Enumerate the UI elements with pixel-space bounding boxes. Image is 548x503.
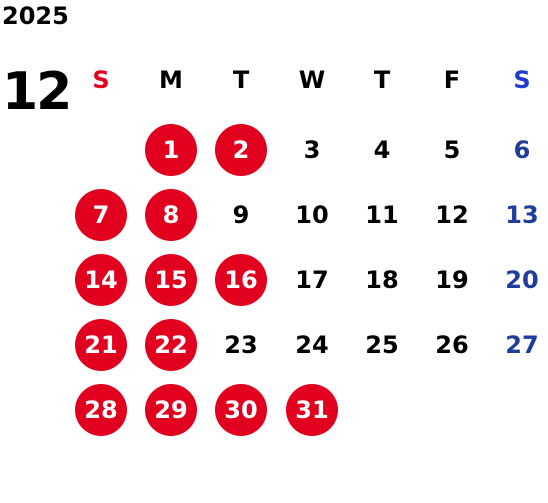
- day-cell-24[interactable]: 24: [295, 331, 329, 359]
- day-cell-18[interactable]: 18: [365, 266, 399, 294]
- day-cell-15[interactable]: 15: [145, 254, 197, 306]
- day-cell-28[interactable]: 28: [75, 384, 127, 436]
- day-cell-1[interactable]: 1: [145, 124, 197, 176]
- day-cell-14[interactable]: 14: [75, 254, 127, 306]
- day-cell-23[interactable]: 23: [224, 331, 258, 359]
- day-cell-29[interactable]: 29: [145, 384, 197, 436]
- weekday-tue: T: [232, 66, 250, 94]
- day-cell-22[interactable]: 22: [145, 319, 197, 371]
- weekday-sun: S: [92, 66, 110, 94]
- day-cell-19[interactable]: 19: [435, 266, 469, 294]
- day-cell-2[interactable]: 2: [215, 124, 267, 176]
- weekday-wed: W: [298, 66, 326, 94]
- day-cell-20[interactable]: 20: [505, 266, 539, 294]
- day-cell-10[interactable]: 10: [295, 201, 329, 229]
- day-cell-27[interactable]: 27: [505, 331, 539, 359]
- day-cell-4[interactable]: 4: [373, 136, 391, 164]
- year-label: 2025: [2, 2, 69, 30]
- weekday-sat: S: [513, 66, 531, 94]
- day-cell-16[interactable]: 16: [215, 254, 267, 306]
- day-cell-25[interactable]: 25: [365, 331, 399, 359]
- day-cell-12[interactable]: 12: [435, 201, 469, 229]
- day-cell-17[interactable]: 17: [295, 266, 329, 294]
- day-cell-11[interactable]: 11: [365, 201, 399, 229]
- weekday-thu: T: [373, 66, 391, 94]
- month-number: 12: [2, 62, 72, 122]
- day-cell-9[interactable]: 9: [232, 201, 250, 229]
- day-cell-3[interactable]: 3: [303, 136, 321, 164]
- day-cell-30[interactable]: 30: [215, 384, 267, 436]
- day-cell-31[interactable]: 31: [286, 384, 338, 436]
- day-cell-5[interactable]: 5: [443, 136, 461, 164]
- day-cell-7[interactable]: 7: [75, 189, 127, 241]
- day-cell-8[interactable]: 8: [145, 189, 197, 241]
- day-cell-26[interactable]: 26: [435, 331, 469, 359]
- day-cell-13[interactable]: 13: [505, 201, 539, 229]
- weekday-mon: M: [159, 66, 183, 94]
- weekday-fri: F: [443, 66, 461, 94]
- day-cell-21[interactable]: 21: [75, 319, 127, 371]
- day-cell-6[interactable]: 6: [513, 136, 531, 164]
